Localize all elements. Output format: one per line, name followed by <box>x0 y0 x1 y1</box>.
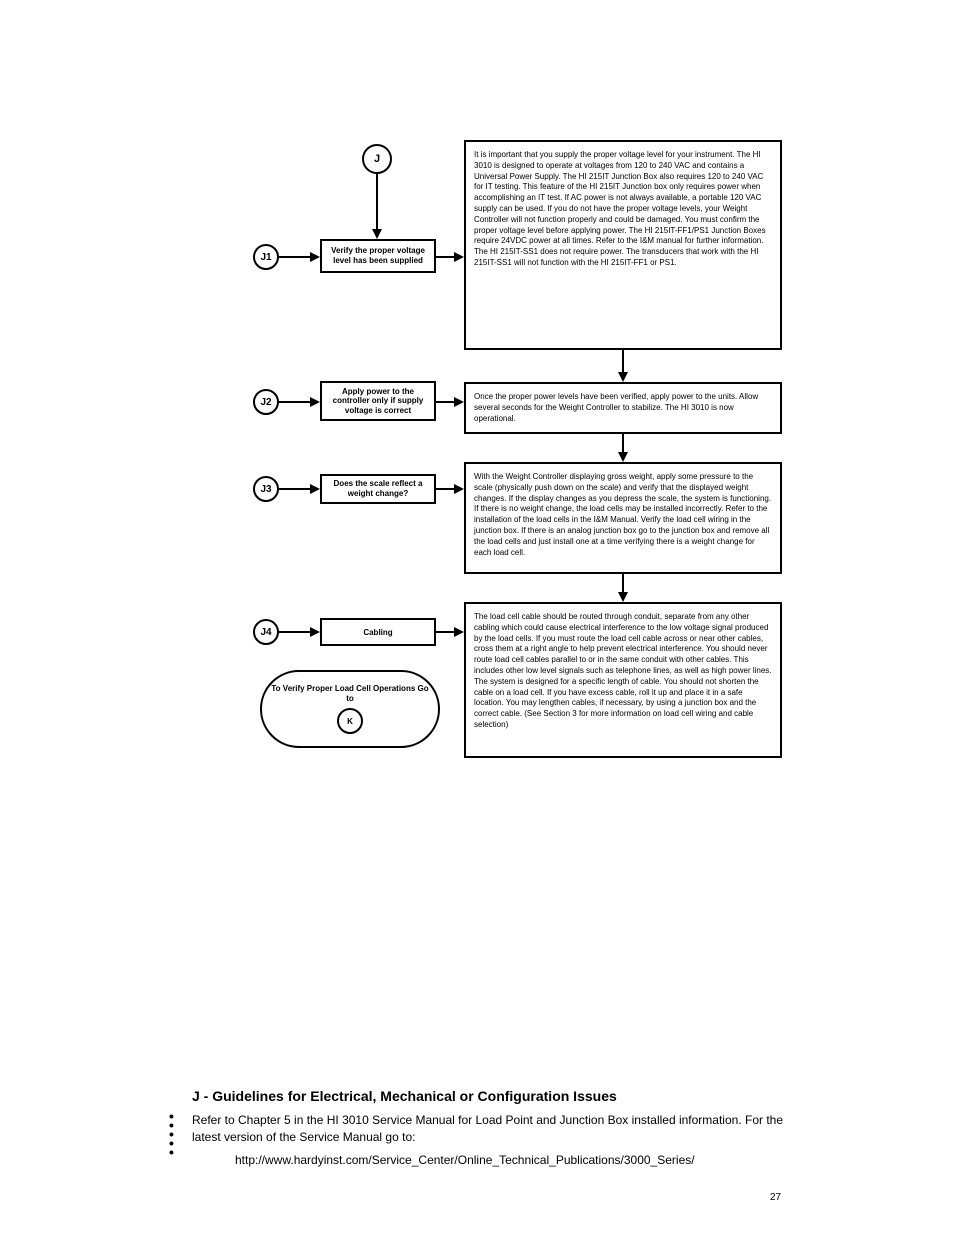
info-box-4: The load cell cable should be routed thr… <box>464 602 782 758</box>
process-j3: Does the scale reflect a weight change? <box>320 474 436 504</box>
page-root: J J1 Verify the proper voltage level has… <box>0 0 954 1235</box>
arrow-segment <box>622 574 624 592</box>
connector-j: J <box>362 144 392 174</box>
arrow-segment <box>376 174 378 229</box>
connector-k: K <box>337 708 363 734</box>
arrow-segment <box>622 434 624 452</box>
arrowhead <box>310 627 320 637</box>
arrow-segment <box>279 256 310 258</box>
arrowhead <box>372 229 382 239</box>
arrowhead <box>618 452 628 462</box>
footer-url[interactable]: http://www.hardyinst.com/Service_Center/… <box>235 1152 790 1169</box>
arrow-segment <box>436 488 454 490</box>
process-j4: Cabling <box>320 618 436 646</box>
arrow-segment <box>436 401 454 403</box>
arrow-segment <box>279 488 310 490</box>
footer-body: Refer to Chapter 5 in the HI 3010 Servic… <box>192 1112 787 1147</box>
arrowhead <box>454 252 464 262</box>
arrow-segment <box>279 631 310 633</box>
page-number: 27 <box>770 1192 781 1203</box>
connector-j3: J3 <box>253 476 279 502</box>
arrow-segment <box>279 401 310 403</box>
terminal-k: To Verify Proper Load Cell Operations Go… <box>260 670 440 748</box>
arrowhead <box>618 372 628 382</box>
process-j2: Apply power to the controller only if su… <box>320 381 436 421</box>
arrowhead <box>618 592 628 602</box>
connector-j2: J2 <box>253 389 279 415</box>
arrowhead <box>454 484 464 494</box>
dots-icon: ••••• <box>169 1112 174 1157</box>
arrowhead <box>454 627 464 637</box>
arrowhead <box>454 397 464 407</box>
info-box-2: Once the proper power levels have been v… <box>464 382 782 434</box>
info-box-3: With the Weight Controller displaying gr… <box>464 462 782 574</box>
info-box-1: It is important that you supply the prop… <box>464 140 782 350</box>
arrow-segment <box>436 631 454 633</box>
terminal-label: To Verify Proper Load Cell Operations Go… <box>270 684 430 705</box>
process-j1: Verify the proper voltage level has been… <box>320 239 436 273</box>
arrowhead <box>310 397 320 407</box>
arrow-segment <box>436 256 454 258</box>
arrowhead <box>310 484 320 494</box>
connector-j1: J1 <box>253 244 279 270</box>
arrow-segment <box>622 350 624 372</box>
section-title: J - Guidelines for Electrical, Mechanica… <box>192 1088 617 1104</box>
arrowhead <box>310 252 320 262</box>
connector-j4: J4 <box>253 619 279 645</box>
